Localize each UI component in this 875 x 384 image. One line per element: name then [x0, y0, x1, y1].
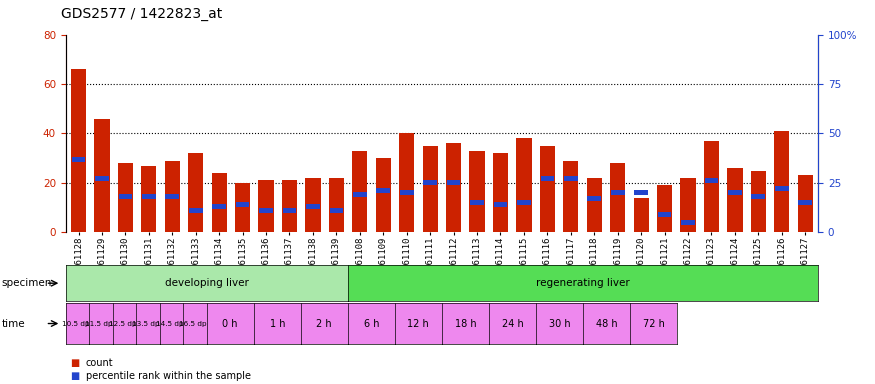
Text: 6 h: 6 h: [364, 318, 379, 329]
Bar: [751, 170, 766, 232]
Bar: [681, 220, 695, 225]
Bar: [586, 178, 602, 232]
Text: 11.5 dpc: 11.5 dpc: [85, 321, 116, 326]
Bar: [118, 163, 133, 232]
Bar: [704, 179, 718, 184]
Bar: [610, 163, 626, 232]
Bar: [587, 196, 601, 201]
Bar: [424, 180, 437, 185]
Bar: [681, 178, 696, 232]
Bar: [564, 177, 578, 181]
Bar: [752, 194, 766, 199]
Bar: [447, 180, 460, 185]
Bar: [727, 168, 743, 232]
Bar: [235, 183, 250, 232]
Text: 0 h: 0 h: [222, 318, 238, 329]
Bar: [798, 200, 812, 205]
Text: GDS2577 / 1422823_at: GDS2577 / 1422823_at: [61, 7, 222, 21]
Text: 12.5 dpc: 12.5 dpc: [108, 321, 140, 326]
Bar: [118, 194, 132, 199]
Bar: [142, 194, 156, 199]
Bar: [423, 146, 438, 232]
Bar: [399, 134, 415, 232]
Text: 10.5 dpc: 10.5 dpc: [61, 321, 94, 326]
Text: ■: ■: [70, 358, 80, 368]
Bar: [353, 151, 367, 232]
Text: 14.5 dpc: 14.5 dpc: [156, 321, 187, 326]
Bar: [235, 202, 249, 207]
Bar: [400, 190, 414, 195]
Bar: [798, 175, 813, 232]
Bar: [658, 212, 671, 217]
Text: 12 h: 12 h: [408, 318, 430, 329]
Text: 72 h: 72 h: [642, 318, 664, 329]
Bar: [258, 180, 274, 232]
Bar: [493, 153, 508, 232]
Text: developing liver: developing liver: [164, 278, 248, 288]
Text: 1 h: 1 h: [270, 318, 285, 329]
Bar: [212, 173, 227, 232]
Bar: [704, 141, 719, 232]
Bar: [657, 185, 672, 232]
Bar: [611, 190, 625, 195]
Bar: [188, 153, 203, 232]
Text: 48 h: 48 h: [596, 318, 617, 329]
Bar: [72, 157, 86, 162]
Bar: [305, 178, 320, 232]
Bar: [95, 177, 108, 181]
Bar: [330, 208, 343, 213]
Bar: [634, 190, 648, 195]
Bar: [164, 161, 180, 232]
Bar: [329, 178, 344, 232]
Text: 13.5 dpc: 13.5 dpc: [132, 321, 164, 326]
Text: 2 h: 2 h: [317, 318, 332, 329]
Bar: [634, 198, 648, 232]
Text: count: count: [86, 358, 114, 368]
Bar: [283, 208, 297, 213]
Text: ■: ■: [70, 371, 80, 381]
Text: 30 h: 30 h: [549, 318, 570, 329]
Bar: [516, 138, 531, 232]
Text: percentile rank within the sample: percentile rank within the sample: [86, 371, 251, 381]
Bar: [493, 202, 507, 207]
Bar: [470, 200, 484, 205]
Bar: [517, 200, 531, 205]
Bar: [376, 188, 390, 193]
Text: 24 h: 24 h: [501, 318, 523, 329]
Bar: [775, 186, 788, 191]
Text: 16.5 dpc: 16.5 dpc: [179, 321, 211, 326]
Bar: [141, 166, 157, 232]
Bar: [375, 158, 391, 232]
Bar: [469, 151, 485, 232]
Bar: [353, 192, 367, 197]
Bar: [564, 161, 578, 232]
Bar: [165, 194, 179, 199]
Bar: [774, 131, 789, 232]
Bar: [306, 204, 319, 209]
Bar: [446, 143, 461, 232]
Text: 18 h: 18 h: [455, 318, 476, 329]
Bar: [541, 177, 554, 181]
Text: regenerating liver: regenerating liver: [536, 278, 630, 288]
Bar: [728, 190, 742, 195]
Bar: [94, 119, 109, 232]
Bar: [189, 208, 203, 213]
Bar: [259, 208, 273, 213]
Bar: [282, 180, 298, 232]
Bar: [213, 204, 226, 209]
Text: specimen: specimen: [2, 278, 52, 288]
Text: time: time: [2, 318, 25, 329]
Bar: [540, 146, 555, 232]
Bar: [71, 69, 86, 232]
